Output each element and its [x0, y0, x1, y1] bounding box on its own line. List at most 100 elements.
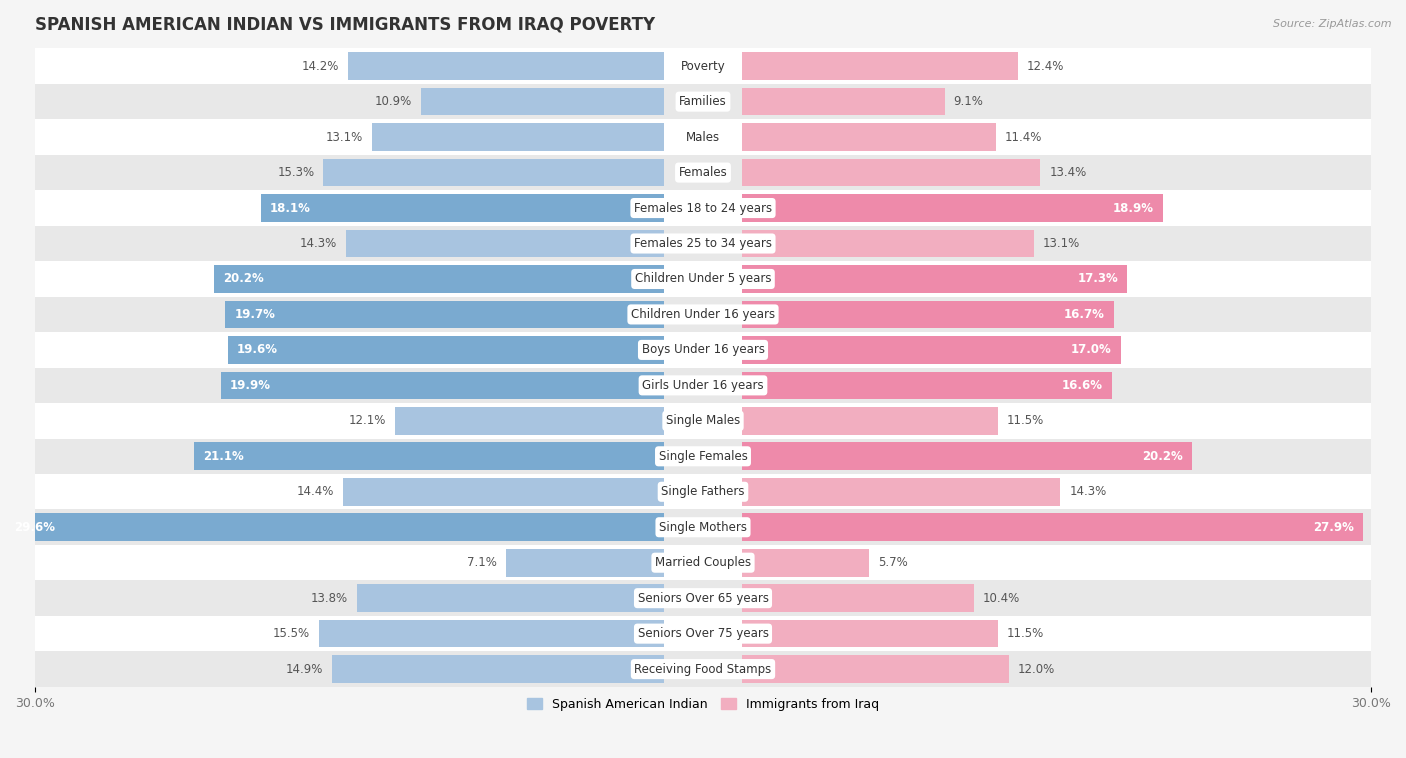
- Text: Single Males: Single Males: [666, 415, 740, 428]
- Bar: [332, 655, 664, 683]
- Text: 11.5%: 11.5%: [1007, 627, 1045, 640]
- Bar: [35, 332, 1371, 368]
- Bar: [35, 439, 1371, 474]
- Bar: [214, 265, 664, 293]
- Text: 15.5%: 15.5%: [273, 627, 309, 640]
- Bar: [742, 584, 973, 612]
- Text: 18.1%: 18.1%: [270, 202, 311, 215]
- Bar: [742, 230, 1033, 257]
- Bar: [357, 584, 664, 612]
- Bar: [35, 651, 1371, 687]
- Text: Single Females: Single Females: [658, 449, 748, 463]
- Bar: [343, 478, 664, 506]
- Bar: [373, 124, 664, 151]
- Bar: [346, 230, 664, 257]
- Bar: [35, 296, 1371, 332]
- Text: 13.1%: 13.1%: [1043, 237, 1080, 250]
- Bar: [228, 336, 664, 364]
- Text: 15.3%: 15.3%: [277, 166, 315, 179]
- Bar: [35, 581, 1371, 616]
- Text: Receiving Food Stamps: Receiving Food Stamps: [634, 662, 772, 675]
- Bar: [742, 655, 1010, 683]
- Bar: [35, 368, 1371, 403]
- Text: 20.2%: 20.2%: [1142, 449, 1182, 463]
- Text: Poverty: Poverty: [681, 60, 725, 73]
- Bar: [742, 513, 1364, 541]
- Text: 13.4%: 13.4%: [1049, 166, 1087, 179]
- Text: 17.0%: 17.0%: [1071, 343, 1112, 356]
- Bar: [35, 545, 1371, 581]
- Bar: [742, 88, 945, 115]
- Bar: [35, 84, 1371, 119]
- Legend: Spanish American Indian, Immigrants from Iraq: Spanish American Indian, Immigrants from…: [523, 693, 883, 716]
- Text: 19.6%: 19.6%: [236, 343, 277, 356]
- Text: 20.2%: 20.2%: [224, 272, 264, 286]
- Bar: [742, 52, 1018, 80]
- Text: Source: ZipAtlas.com: Source: ZipAtlas.com: [1274, 19, 1392, 29]
- Bar: [221, 371, 664, 399]
- Bar: [262, 194, 664, 222]
- Bar: [4, 513, 664, 541]
- Bar: [35, 49, 1371, 84]
- Bar: [742, 478, 1060, 506]
- Bar: [225, 301, 664, 328]
- Bar: [35, 190, 1371, 226]
- Text: 27.9%: 27.9%: [1313, 521, 1354, 534]
- Bar: [395, 407, 664, 434]
- Text: 12.4%: 12.4%: [1026, 60, 1064, 73]
- Text: 9.1%: 9.1%: [953, 96, 983, 108]
- Text: 10.4%: 10.4%: [983, 592, 1019, 605]
- Text: Boys Under 16 years: Boys Under 16 years: [641, 343, 765, 356]
- Bar: [35, 226, 1371, 262]
- Bar: [742, 620, 998, 647]
- Text: 10.9%: 10.9%: [375, 96, 412, 108]
- Text: 12.0%: 12.0%: [1018, 662, 1056, 675]
- Text: Females 25 to 34 years: Females 25 to 34 years: [634, 237, 772, 250]
- Text: SPANISH AMERICAN INDIAN VS IMMIGRANTS FROM IRAQ POVERTY: SPANISH AMERICAN INDIAN VS IMMIGRANTS FR…: [35, 15, 655, 33]
- Bar: [35, 616, 1371, 651]
- Text: 7.1%: 7.1%: [467, 556, 496, 569]
- Text: Females 18 to 24 years: Females 18 to 24 years: [634, 202, 772, 215]
- Text: Girls Under 16 years: Girls Under 16 years: [643, 379, 763, 392]
- Text: Children Under 16 years: Children Under 16 years: [631, 308, 775, 321]
- Text: 17.3%: 17.3%: [1077, 272, 1118, 286]
- Bar: [35, 403, 1371, 439]
- Text: 11.4%: 11.4%: [1005, 130, 1042, 143]
- Bar: [35, 262, 1371, 296]
- Text: 5.7%: 5.7%: [877, 556, 907, 569]
- Text: 14.9%: 14.9%: [285, 662, 323, 675]
- Bar: [35, 509, 1371, 545]
- Bar: [742, 336, 1121, 364]
- Text: 18.9%: 18.9%: [1114, 202, 1154, 215]
- Bar: [35, 119, 1371, 155]
- Text: Married Couples: Married Couples: [655, 556, 751, 569]
- Text: 21.1%: 21.1%: [202, 449, 243, 463]
- Bar: [319, 620, 664, 647]
- Text: Children Under 5 years: Children Under 5 years: [634, 272, 772, 286]
- Bar: [323, 158, 664, 186]
- Bar: [742, 124, 995, 151]
- Text: 14.2%: 14.2%: [301, 60, 339, 73]
- Text: Females: Females: [679, 166, 727, 179]
- Bar: [35, 155, 1371, 190]
- Bar: [742, 194, 1163, 222]
- Bar: [506, 549, 664, 577]
- Text: Families: Families: [679, 96, 727, 108]
- Text: 14.4%: 14.4%: [297, 485, 335, 498]
- Bar: [194, 443, 664, 470]
- Bar: [742, 158, 1040, 186]
- Text: 14.3%: 14.3%: [1070, 485, 1107, 498]
- Bar: [742, 265, 1128, 293]
- Text: Seniors Over 75 years: Seniors Over 75 years: [637, 627, 769, 640]
- Text: 12.1%: 12.1%: [349, 415, 385, 428]
- Bar: [422, 88, 664, 115]
- Text: Single Fathers: Single Fathers: [661, 485, 745, 498]
- Text: 19.7%: 19.7%: [235, 308, 276, 321]
- Text: 29.6%: 29.6%: [14, 521, 55, 534]
- Text: 13.1%: 13.1%: [326, 130, 363, 143]
- Text: 19.9%: 19.9%: [229, 379, 271, 392]
- Bar: [742, 549, 869, 577]
- Text: 13.8%: 13.8%: [311, 592, 347, 605]
- Bar: [742, 371, 1112, 399]
- Text: 16.7%: 16.7%: [1064, 308, 1105, 321]
